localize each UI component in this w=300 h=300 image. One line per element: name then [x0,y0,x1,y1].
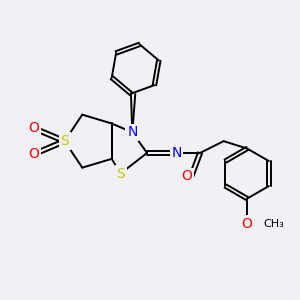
Text: S: S [60,134,69,148]
Text: CH₃: CH₃ [263,219,284,229]
Text: O: O [28,147,39,161]
Text: N: N [171,146,182,160]
Text: S: S [116,167,125,181]
Text: O: O [182,169,192,184]
Text: N: N [127,125,137,139]
Text: O: O [28,121,39,135]
Text: O: O [242,217,253,231]
